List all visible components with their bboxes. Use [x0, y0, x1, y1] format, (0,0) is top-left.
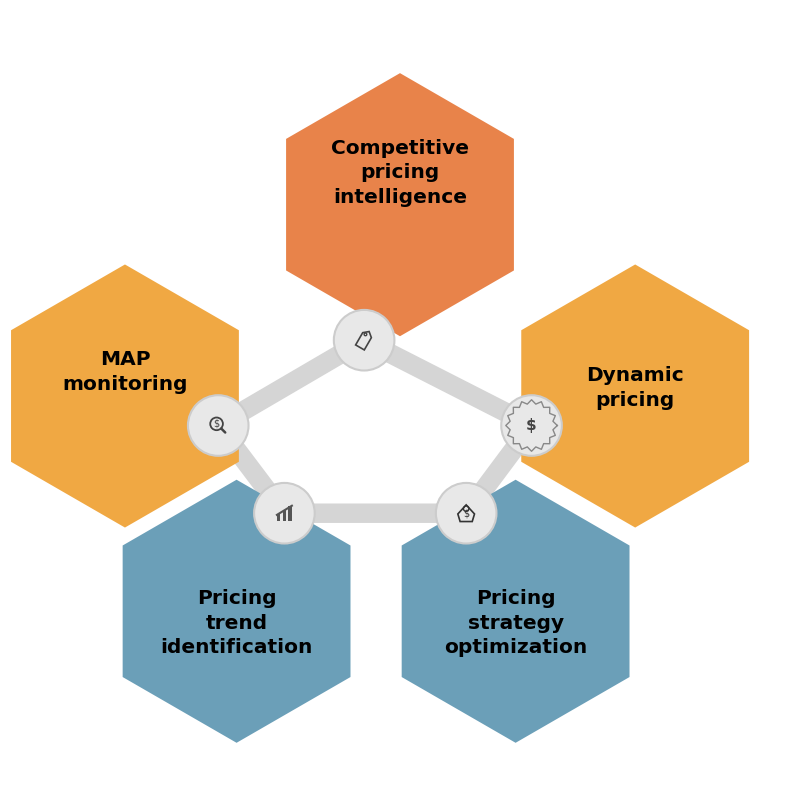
FancyBboxPatch shape — [277, 514, 281, 521]
FancyBboxPatch shape — [289, 506, 292, 521]
Text: Pricing
strategy
optimization: Pricing strategy optimization — [444, 590, 587, 657]
Circle shape — [334, 310, 394, 370]
Circle shape — [188, 395, 249, 456]
FancyBboxPatch shape — [282, 510, 286, 521]
Circle shape — [254, 483, 314, 543]
Circle shape — [502, 395, 562, 456]
Polygon shape — [122, 480, 350, 743]
Text: Competitive
pricing
intelligence: Competitive pricing intelligence — [331, 139, 469, 206]
Text: Pricing
trend
identification: Pricing trend identification — [160, 590, 313, 657]
Polygon shape — [402, 480, 630, 743]
Text: $: $ — [526, 418, 537, 433]
Polygon shape — [11, 265, 239, 527]
Text: MAP
monitoring: MAP monitoring — [62, 350, 188, 394]
Polygon shape — [286, 73, 514, 336]
Polygon shape — [522, 265, 749, 527]
Text: Dynamic
pricing: Dynamic pricing — [586, 366, 684, 410]
Text: $: $ — [214, 419, 220, 429]
Text: $: $ — [463, 509, 470, 519]
Circle shape — [436, 483, 497, 543]
